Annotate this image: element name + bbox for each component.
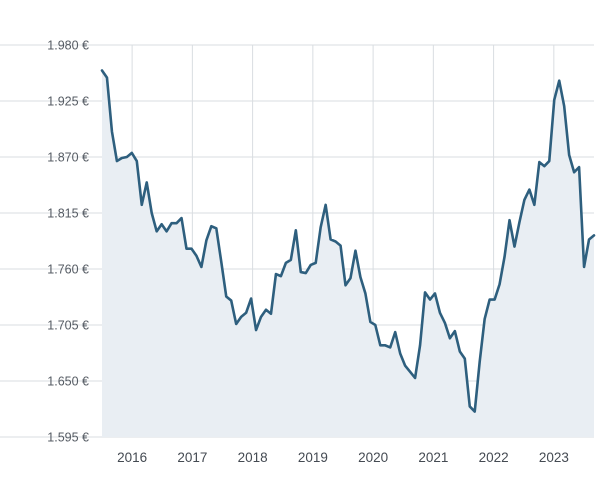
y-tick-label: 1.595 € [47, 431, 89, 445]
x-tick-label: 2017 [177, 450, 207, 465]
y-tick-label: 1.760 € [47, 263, 89, 277]
x-tick-label: 2020 [358, 450, 388, 465]
price-area-fill [102, 70, 594, 437]
line-layer [100, 69, 596, 413]
y-tick-label: 1.980 € [47, 39, 89, 53]
x-axis: 2016 2017 2018 2019 2020 2021 2022 2023 [117, 450, 569, 465]
y-tick-label: 1.815 € [47, 207, 89, 221]
price-series-line [100, 69, 596, 413]
x-tick-label: 2019 [298, 450, 328, 465]
x-tick-label: 2022 [479, 450, 509, 465]
y-tick-label: 1.650 € [47, 375, 89, 389]
x-tick-label: 2018 [238, 450, 268, 465]
y-tick-label: 1.705 € [47, 319, 89, 333]
area-layer [102, 70, 594, 437]
y-axis: 1.980 € 1.925 € 1.870 € 1.815 € 1.760 € 1.705… [47, 39, 89, 445]
y-tick-label: 1.870 € [47, 151, 89, 165]
x-tick-label: 2023 [539, 450, 569, 465]
x-tick-label: 2021 [418, 450, 448, 465]
y-tick-label: 1.925 € [47, 95, 89, 109]
x-tick-label: 2016 [117, 450, 147, 465]
